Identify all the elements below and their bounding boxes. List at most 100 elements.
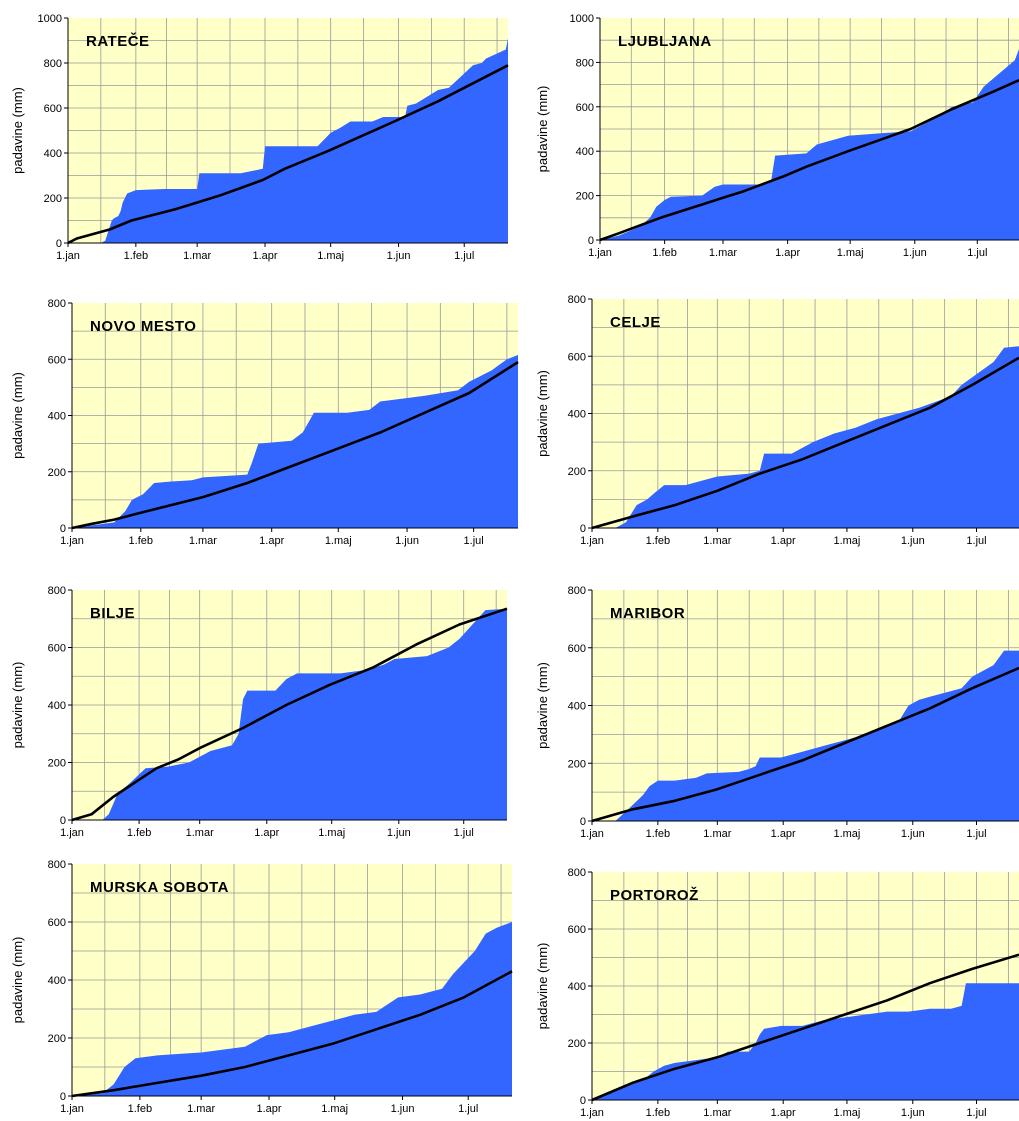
precipitation-area (72, 922, 512, 1096)
x-tick-label: 1.jul (458, 1103, 478, 1115)
precipitation-area (72, 608, 507, 820)
chart-celje: 0 200 400 600 800 1.jan 1.feb 1.mar 1.apr 1.maj 1.… (535, 294, 1019, 547)
x-tick-label: 1.maj (325, 535, 352, 547)
chart-title: NOVO MESTO (90, 318, 196, 335)
y-tick-label: 200 (44, 193, 62, 205)
y-axis-label: padavine (mm) (535, 662, 550, 749)
chart-title: MURSKA SOBOTA (90, 879, 229, 896)
chart-title: LJUBLJANA (618, 33, 712, 50)
x-tick-label: 1.jul (454, 827, 474, 839)
x-tick-label: 1.mar (183, 250, 211, 262)
y-tick-label: 400 (568, 981, 586, 993)
y-axis-label: padavine (mm) (535, 370, 550, 457)
x-tick-label: 1.jan (580, 535, 604, 547)
chart-maribor: 0 200 400 600 800 1.jan 1.feb 1.mar 1.apr 1.maj 1.… (535, 585, 1019, 840)
x-tick-label: 1.jan (580, 1107, 604, 1119)
y-tick-label: 0 (60, 1091, 66, 1103)
y-tick-label: 800 (48, 585, 66, 597)
x-tick-label: 1.apr (256, 1103, 281, 1115)
precipitation-area (592, 650, 1019, 821)
y-tick-label: 400 (48, 411, 66, 423)
precipitation-area (592, 346, 1019, 528)
precipitation-area (68, 38, 508, 243)
y-tick-label: 200 (48, 1033, 66, 1045)
precipitation-area (600, 49, 1019, 240)
x-tick-label: 1.feb (128, 1103, 152, 1115)
x-tick-label: 1.mar (187, 1103, 215, 1115)
y-tick-label: 0 (580, 1095, 586, 1107)
x-tick-label: 1.jun (395, 535, 419, 547)
y-tick-label: 400 (48, 700, 66, 712)
average-line (71, 361, 519, 530)
x-tick-label: 1.jul (454, 250, 474, 262)
y-tick-label: 600 (48, 917, 66, 929)
average-line (71, 970, 513, 1098)
y-tick-label: 600 (48, 354, 66, 366)
x-tick-label: 1.jan (580, 828, 604, 840)
y-tick-label: 0 (580, 523, 586, 535)
x-tick-label: 1.jan (56, 250, 80, 262)
y-tick-label: 400 (44, 148, 62, 160)
x-tick-label: 1.mar (709, 247, 737, 259)
x-tick-label: 1.jan (60, 827, 84, 839)
chart-title: BILJE (90, 605, 135, 622)
y-tick-label: 0 (56, 238, 62, 250)
y-tick-label: 600 (568, 643, 586, 655)
x-tick-label: 1.apr (252, 250, 277, 262)
x-tick-label: 1.jun (901, 1107, 925, 1119)
y-tick-label: 200 (48, 758, 66, 770)
x-tick-label: 1.jun (903, 247, 927, 259)
x-tick-label: 1.jan (588, 247, 612, 259)
y-tick-label: 800 (44, 58, 62, 70)
y-tick-label: 800 (568, 867, 586, 879)
x-tick-label: 1.mar (703, 1107, 731, 1119)
x-tick-label: 1.feb (124, 250, 148, 262)
y-tick-label: 600 (44, 103, 62, 115)
chart-ratece: 0 200 400 600 800 1000 1.jan 1.feb 1.mar 1.apr 1.m… (10, 13, 509, 262)
y-tick-label: 800 (568, 585, 586, 597)
x-tick-label: 1.jul (966, 535, 986, 547)
x-tick-label: 1.mar (703, 535, 731, 547)
average-line (591, 953, 1019, 1102)
x-tick-label: 1.feb (129, 535, 153, 547)
x-tick-label: 1.feb (652, 247, 676, 259)
chart-title: RATEČE (86, 32, 150, 50)
x-tick-label: 1.apr (771, 828, 796, 840)
x-tick-label: 1.maj (317, 250, 344, 262)
x-tick-label: 1.apr (254, 827, 279, 839)
y-tick-label: 800 (48, 298, 66, 310)
y-tick-label: 400 (568, 409, 586, 421)
y-tick-label: 800 (568, 294, 586, 306)
x-tick-label: 1.jul (966, 828, 986, 840)
x-tick-label: 1.jul (966, 1107, 986, 1119)
y-tick-label: 800 (48, 859, 66, 871)
average-line (67, 64, 509, 245)
x-tick-label: 1.maj (833, 535, 860, 547)
chart-murska-sobota: 0 200 400 600 800 1.jan 1.feb 1.mar 1.apr 1.maj 1.… (10, 859, 513, 1115)
average-line (591, 356, 1019, 530)
y-tick-label: 600 (576, 102, 594, 114)
chart-title: CELJE (610, 314, 661, 331)
x-tick-label: 1.maj (833, 828, 860, 840)
y-tick-label: 600 (568, 924, 586, 936)
y-axis-label: padavine (mm) (10, 937, 25, 1024)
x-tick-label: 1.mar (186, 827, 214, 839)
x-tick-label: 1.apr (771, 1107, 796, 1119)
x-tick-label: 1.jan (60, 1103, 84, 1115)
x-tick-label: 1.jul (967, 247, 987, 259)
x-tick-label: 1.feb (646, 1107, 670, 1119)
average-line (591, 666, 1019, 823)
chart-novo-mesto: 0 200 400 600 800 1.jan 1.feb 1.mar 1.apr 1.maj 1.… (10, 298, 519, 547)
x-tick-label: 1.feb (646, 828, 670, 840)
y-tick-label: 400 (576, 146, 594, 158)
y-tick-label: 0 (60, 523, 66, 535)
average-line (599, 79, 1019, 242)
precipitation-area (72, 355, 518, 528)
y-tick-label: 0 (588, 235, 594, 247)
x-tick-label: 1.feb (646, 535, 670, 547)
y-axis-label: padavine (mm) (10, 87, 25, 174)
x-tick-label: 1.apr (259, 535, 284, 547)
x-tick-label: 1.apr (775, 247, 800, 259)
chart-bilje: 0 200 400 600 800 1.jan 1.feb 1.mar 1.apr 1.maj 1.… (10, 585, 508, 839)
